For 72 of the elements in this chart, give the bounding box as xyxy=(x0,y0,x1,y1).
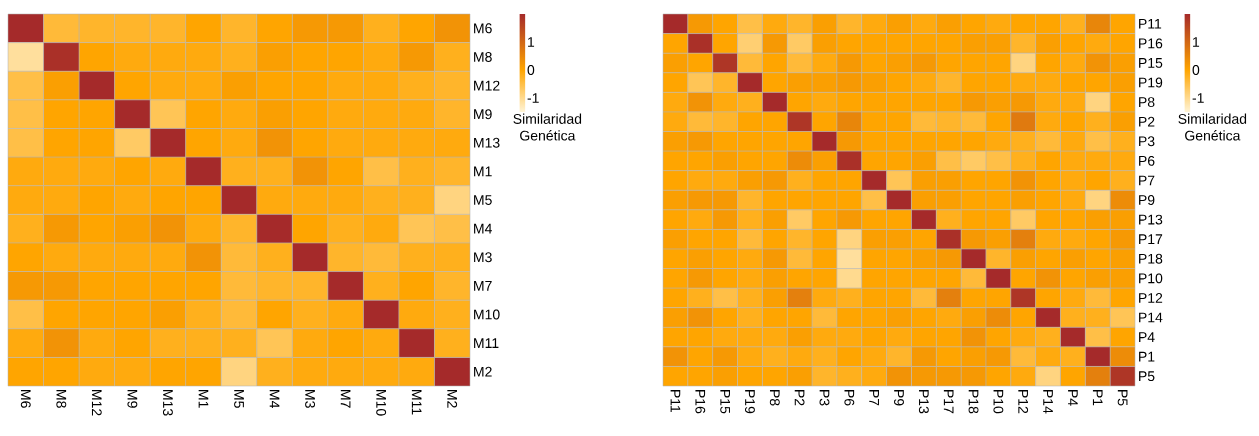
x-tick-label: P2 xyxy=(794,390,805,406)
y-tick-label: P8 xyxy=(1139,97,1155,108)
y-tick-label: P16 xyxy=(1139,38,1163,49)
x-tick-label: P13 xyxy=(918,390,929,414)
y-tick-label: M4 xyxy=(474,223,492,234)
x-tick-label: P4 xyxy=(1068,390,1078,406)
x-tick-label: P14 xyxy=(1043,390,1053,414)
x-tick-label: M11 xyxy=(411,390,422,415)
x-tick-label: M12 xyxy=(91,390,102,416)
y-tick-label: P14 xyxy=(1139,312,1163,323)
color-bar-title: Similaridad Genética xyxy=(513,113,582,141)
y-tick-label: M12 xyxy=(474,80,500,91)
color-bar-label: -1 xyxy=(527,93,539,103)
y-tick-label: P15 xyxy=(1139,58,1163,68)
y-tick-label: P18 xyxy=(1139,253,1163,264)
y-tick-label: P13 xyxy=(1139,214,1163,225)
y-tick-label: M2 xyxy=(474,366,492,377)
x-tick-label: M5 xyxy=(234,390,244,408)
x-tick-label: P15 xyxy=(720,390,730,414)
x-tick-label: M2 xyxy=(447,390,458,408)
y-tick-label: P1 xyxy=(1139,351,1155,362)
x-tick-label: M8 xyxy=(56,390,67,408)
x-tick-label: M13 xyxy=(162,390,173,416)
y-tick-label: M6 xyxy=(474,23,492,34)
color-bar-title: Similaridad Genética xyxy=(1178,113,1247,141)
x-tick-label: P5 xyxy=(1117,390,1128,406)
color-bar-label: 1 xyxy=(1193,37,1200,47)
y-tick-label: P9 xyxy=(1139,195,1155,205)
y-tick-label: P12 xyxy=(1139,293,1163,303)
y-tick-label: P11 xyxy=(1139,18,1162,29)
y-tick-label: P17 xyxy=(1139,234,1163,244)
y-tick-label: P10 xyxy=(1139,273,1163,284)
y-tick-label: M13 xyxy=(474,137,500,148)
y-tick-label: M3 xyxy=(474,252,492,263)
color-bar-label: -1 xyxy=(1192,93,1204,103)
y-tick-label: P3 xyxy=(1139,136,1155,147)
x-tick-label: M10 xyxy=(376,390,387,416)
x-tick-label: P9 xyxy=(894,390,904,406)
y-tick-label: P19 xyxy=(1139,77,1163,88)
x-tick-label: P11 xyxy=(670,390,681,413)
y-tick-label: P4 xyxy=(1139,332,1155,342)
color-bar-label: 0 xyxy=(1192,65,1200,75)
y-tick-label: M8 xyxy=(474,51,492,62)
y-tick-label: M1 xyxy=(474,166,492,177)
x-tick-label: M7 xyxy=(340,390,351,408)
x-tick-label: P16 xyxy=(695,390,706,414)
x-tick-label: M3 xyxy=(305,390,316,408)
x-tick-label: M9 xyxy=(127,390,138,408)
color-bar-label: 0 xyxy=(527,65,535,75)
x-tick-label: P1 xyxy=(1092,390,1103,406)
x-tick-label: M6 xyxy=(20,390,31,408)
x-tick-label: M4 xyxy=(269,390,280,408)
x-tick-label: P3 xyxy=(819,390,830,406)
y-tick-label: M7 xyxy=(474,281,492,291)
y-tick-label: P7 xyxy=(1139,175,1155,186)
x-tick-label: P17 xyxy=(943,390,954,414)
y-tick-label: P2 xyxy=(1139,116,1155,127)
x-tick-label: P7 xyxy=(869,390,879,406)
y-tick-label: M11 xyxy=(474,338,499,348)
y-tick-label: M5 xyxy=(474,195,492,205)
x-tick-label: P18 xyxy=(968,390,979,414)
x-tick-label: M1 xyxy=(198,390,209,408)
y-tick-label: P5 xyxy=(1139,371,1155,382)
x-tick-label: P12 xyxy=(1018,390,1029,414)
y-tick-label: M9 xyxy=(474,109,492,120)
x-tick-label: P8 xyxy=(769,390,780,406)
x-tick-label: P6 xyxy=(844,390,855,406)
x-tick-label: P10 xyxy=(993,390,1004,414)
color-bar-label: 1 xyxy=(528,37,535,47)
x-tick-label: P19 xyxy=(744,390,755,414)
y-tick-label: P6 xyxy=(1139,155,1155,166)
y-tick-label: M10 xyxy=(474,309,500,320)
